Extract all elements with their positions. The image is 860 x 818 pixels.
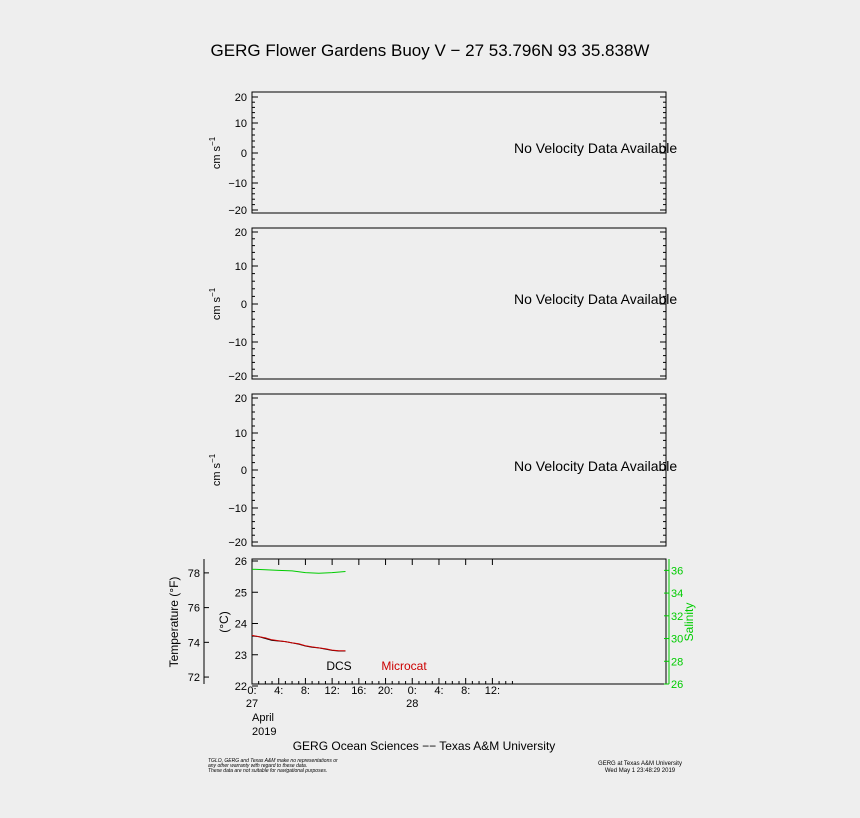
no-data-message: No Velocity Data Available [514,140,677,156]
celsius-tick-label: 24 [235,619,247,631]
salinity-tick-label: 26 [671,679,683,691]
footer-credit: GERG at Texas A&M University [598,761,682,767]
salinity-tick-label: 28 [671,656,683,668]
salinity-tick-label: 36 [671,565,683,577]
y-tick-label: −10 [228,178,247,190]
footer-disclaimer-line: any other warranty with regard to these … [208,763,307,769]
celsius-axis-title-group: (°C) [217,611,231,632]
y-tick-label: 0 [241,299,247,311]
x-tick-label: 4: [274,685,283,697]
footer-disclaimer-line: TGLO, GERG and Texas A&M make no represe… [208,758,338,764]
y-tick-label: 10 [235,428,247,440]
y-tick-label: −20 [228,537,247,549]
velocity-y-label: cm s−1 [208,287,223,320]
celsius-axis-title: (°C) [217,611,231,632]
no-data-message: No Velocity Data Available [514,291,677,307]
day-label: 27 [246,698,258,710]
temperature-panel-frame [251,558,667,685]
y-tick-label: −10 [228,503,247,515]
fahrenheit-axis-title-group: Temperature (°F) [167,577,181,668]
year-label: 2019 [252,726,276,738]
x-tick-label: 0: [247,685,256,697]
fahrenheit-axis-title: Temperature (°F) [167,577,181,668]
y-tick-label: 0 [241,148,247,160]
salinity-tick-label: 34 [671,588,683,600]
x-tick-label: 12: [324,685,339,697]
x-tick-label: 4: [434,685,443,697]
y-tick-label: 20 [235,92,247,104]
series-label-microcat: Microcat [381,659,427,673]
fahrenheit-tick-label: 76 [188,603,200,615]
series-label-dcs: DCS [326,659,351,673]
fahrenheit-tick-label: 72 [188,672,200,684]
salinity-axis-title: Salinity [682,603,696,642]
month-label: April [252,712,274,724]
y-tick-label: 10 [235,261,247,273]
y-tick-label: 20 [235,393,247,405]
no-data-message: No Velocity Data Available [514,458,677,474]
y-tick-label: −20 [228,371,247,383]
footer-institution: GERG Ocean Sciences −− Texas A&M Univers… [293,739,556,753]
x-tick-label: 20: [378,685,393,697]
celsius-tick-label: 23 [235,650,247,662]
x-tick-label: 16: [351,685,366,697]
series-line-salinity [251,568,346,574]
celsius-tick-label: 26 [235,556,247,568]
fahrenheit-tick-label: 78 [188,568,200,580]
day-label: 28 [406,698,418,710]
celsius-tick-label: 22 [235,681,247,693]
x-tick-label: 8: [301,685,310,697]
velocity-axis-label: cm s−1 [208,287,223,320]
footer-disclaimer-line: These data are not suitable for navigati… [208,768,327,774]
velocity-axis-label: cm s−1 [208,453,223,486]
x-tick-label: 12: [485,685,500,697]
y-tick-label: −20 [228,205,247,217]
y-tick-label: 20 [235,227,247,239]
x-tick-label: 8: [461,685,470,697]
fahrenheit-tick-label: 74 [188,637,200,649]
salinity-axis-title-group: Salinity [682,603,696,642]
salinity-tick-label: 32 [671,611,683,623]
series-line-microcat [251,634,346,652]
figure-title: GERG Flower Gardens Buoy V − 27 53.796N … [211,41,650,60]
velocity-y-label: cm s−1 [208,453,223,486]
velocity-axis-label: cm s−1 [208,136,223,169]
velocity-y-label: cm s−1 [208,136,223,169]
y-tick-label: −10 [228,337,247,349]
x-tick-label: 0: [408,685,417,697]
salinity-tick-label: 30 [671,634,683,646]
celsius-tick-label: 25 [235,587,247,599]
y-tick-label: 0 [241,465,247,477]
footer-timestamp: Wed May 1 23:48:29 2019 [605,768,676,774]
y-tick-label: 10 [235,118,247,130]
